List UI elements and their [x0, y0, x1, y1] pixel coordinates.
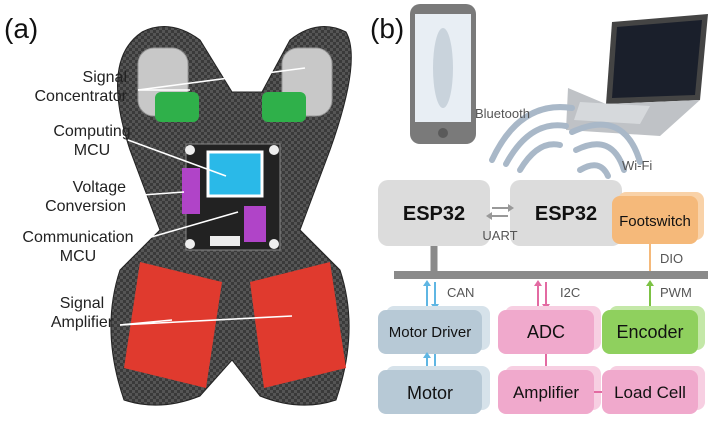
panel-b-label: (b) — [370, 13, 404, 44]
voltage-conversion-module — [182, 168, 200, 214]
callout-communication-mcu: Communication MCU — [22, 229, 133, 265]
footswitch-block: Footswitch — [612, 192, 704, 244]
wifi-label: Wi-Fi — [622, 158, 652, 173]
svg-text:Footswitch: Footswitch — [619, 213, 691, 230]
amplifier-block: Amplifier — [498, 366, 601, 414]
svg-text:Amplifier: Amplifier — [513, 383, 579, 402]
svg-text:PWM: PWM — [660, 285, 692, 300]
callout-signal-concentrator: Signal Concentrator — [35, 69, 128, 105]
esp32-left-block: ESP32 — [378, 180, 490, 246]
signal-amplifier-pad-left — [124, 262, 222, 388]
svg-text:MCU: MCU — [74, 142, 110, 159]
laptop-icon — [566, 14, 708, 136]
communication-mcu-module — [244, 206, 266, 242]
bluetooth-label: Bluetooth — [475, 106, 530, 121]
svg-text:Communication: Communication — [22, 229, 133, 246]
svg-text:DIO: DIO — [660, 251, 683, 266]
svg-text:Load Cell: Load Cell — [614, 383, 686, 402]
svg-text:Computing: Computing — [53, 123, 130, 140]
computing-mcu-chip — [206, 150, 264, 198]
svg-text:MCU: MCU — [60, 248, 96, 265]
motor-driver-block: Motor Driver — [378, 306, 490, 354]
pwm-link: PWM — [646, 280, 692, 308]
smartphone-icon — [410, 4, 476, 144]
callout-signal-amplifier: Signal Amplifier — [51, 295, 114, 331]
svg-text:ADC: ADC — [527, 322, 565, 342]
adc-block: ADC — [498, 306, 601, 354]
i2c-link: I2C — [534, 280, 580, 310]
pcb-board — [182, 143, 281, 251]
svg-text:Motor Driver: Motor Driver — [389, 324, 472, 341]
svg-text:Signal: Signal — [60, 295, 104, 312]
signal-concentrator-right — [262, 47, 333, 122]
svg-text:Encoder: Encoder — [616, 322, 683, 342]
svg-text:ESP32: ESP32 — [535, 203, 597, 225]
svg-text:Concentrator: Concentrator — [35, 88, 128, 105]
load-cell-block: Load Cell — [602, 366, 705, 414]
svg-text:CAN: CAN — [447, 285, 474, 300]
svg-text:Signal: Signal — [83, 69, 127, 86]
signal-concentrator-left — [137, 47, 199, 122]
svg-text:I2C: I2C — [560, 285, 580, 300]
uart-link: UART — [482, 204, 518, 243]
esp32-right-block: ESP32 — [510, 180, 622, 246]
svg-text:ESP32: ESP32 — [403, 203, 465, 225]
can-link: CAN — [423, 280, 474, 310]
motor-block: Motor — [378, 366, 490, 414]
callout-voltage-conversion: Voltage Conversion — [45, 179, 126, 215]
svg-text:Voltage: Voltage — [73, 179, 126, 196]
panel-a-label: (a) — [4, 13, 38, 44]
dio-link: DIO — [649, 244, 683, 271]
callout-computing-mcu: Computing MCU — [53, 123, 130, 159]
svg-text:Conversion: Conversion — [45, 198, 126, 215]
svg-text:Amplifier: Amplifier — [51, 314, 114, 331]
encoder-block: Encoder — [602, 306, 705, 354]
signal-amplifier-pad-right — [250, 262, 346, 388]
system-bus — [394, 271, 708, 279]
svg-text:UART: UART — [482, 228, 517, 243]
wireless-waves — [489, 104, 643, 179]
svg-text:Motor: Motor — [407, 383, 453, 403]
callout-leaders — [119, 67, 306, 326]
